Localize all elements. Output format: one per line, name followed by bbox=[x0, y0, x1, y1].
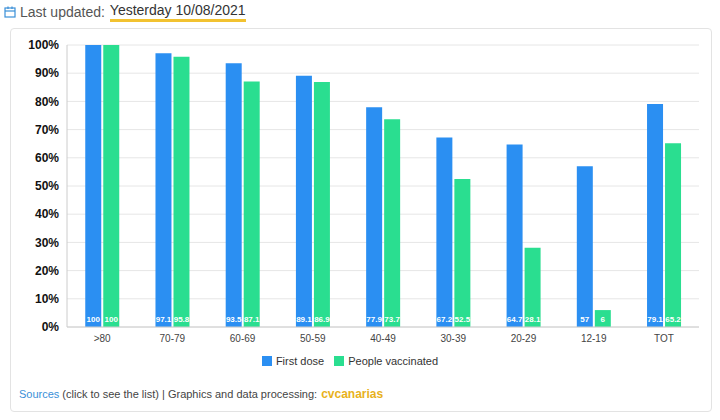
svg-text:40-49: 40-49 bbox=[370, 333, 396, 344]
html-text:Sources (click to see the list: Sources (click to see the list) | Graphi… bbox=[19, 387, 384, 401]
svg-text:30-39: 30-39 bbox=[440, 333, 466, 344]
svg-text:95.8: 95.8 bbox=[174, 315, 190, 324]
svg-text:100: 100 bbox=[105, 315, 119, 324]
svg-text:93.5: 93.5 bbox=[226, 315, 242, 324]
svg-text:57: 57 bbox=[580, 315, 589, 324]
svg-text:10%: 10% bbox=[35, 292, 59, 306]
svg-text:100%: 100% bbox=[28, 38, 59, 52]
svg-text:100: 100 bbox=[87, 315, 101, 324]
svg-text:50-59: 50-59 bbox=[300, 333, 326, 344]
svg-text:90%: 90% bbox=[35, 66, 59, 80]
svg-text:60-69: 60-69 bbox=[230, 333, 256, 344]
svg-text:67.2: 67.2 bbox=[437, 315, 453, 324]
svg-text:89.1: 89.1 bbox=[296, 315, 312, 324]
svg-text:60%: 60% bbox=[35, 151, 59, 165]
svg-text:70-79: 70-79 bbox=[160, 333, 186, 344]
svg-text:40%: 40% bbox=[35, 207, 59, 221]
svg-text:87.1: 87.1 bbox=[244, 315, 260, 324]
svg-text:30%: 30% bbox=[35, 236, 59, 250]
svg-text:77.9: 77.9 bbox=[366, 315, 382, 324]
svg-text:65.2: 65.2 bbox=[665, 315, 681, 324]
svg-text:6: 6 bbox=[601, 315, 606, 324]
html-text:First dose: First dose bbox=[275, 355, 325, 367]
svg-text:64.7: 64.7 bbox=[507, 315, 523, 324]
svg-text:97.1: 97.1 bbox=[156, 315, 172, 324]
svg-text:86.9: 86.9 bbox=[314, 315, 330, 324]
svg-text:52.5: 52.5 bbox=[455, 315, 471, 324]
html-text:Last updated: Yesterday 10/08/: Last updated: Yesterday 10/08/2021 bbox=[20, 2, 246, 20]
svg-text:70%: 70% bbox=[35, 123, 59, 137]
html-text:People vaccinated: People vaccinated bbox=[348, 355, 439, 367]
svg-text:79.1: 79.1 bbox=[647, 315, 663, 324]
svg-text:50%: 50% bbox=[35, 179, 59, 193]
svg-text:12-19: 12-19 bbox=[581, 333, 607, 344]
svg-text:73.7: 73.7 bbox=[384, 315, 400, 324]
svg-text:TOT: TOT bbox=[654, 333, 674, 344]
svg-text:20-29: 20-29 bbox=[511, 333, 537, 344]
svg-text:28.1: 28.1 bbox=[525, 315, 541, 324]
svg-text:20%: 20% bbox=[35, 264, 59, 278]
svg-text:80%: 80% bbox=[35, 95, 59, 109]
svg-text:>80: >80 bbox=[94, 333, 111, 344]
svg-text:0%: 0% bbox=[42, 320, 60, 334]
